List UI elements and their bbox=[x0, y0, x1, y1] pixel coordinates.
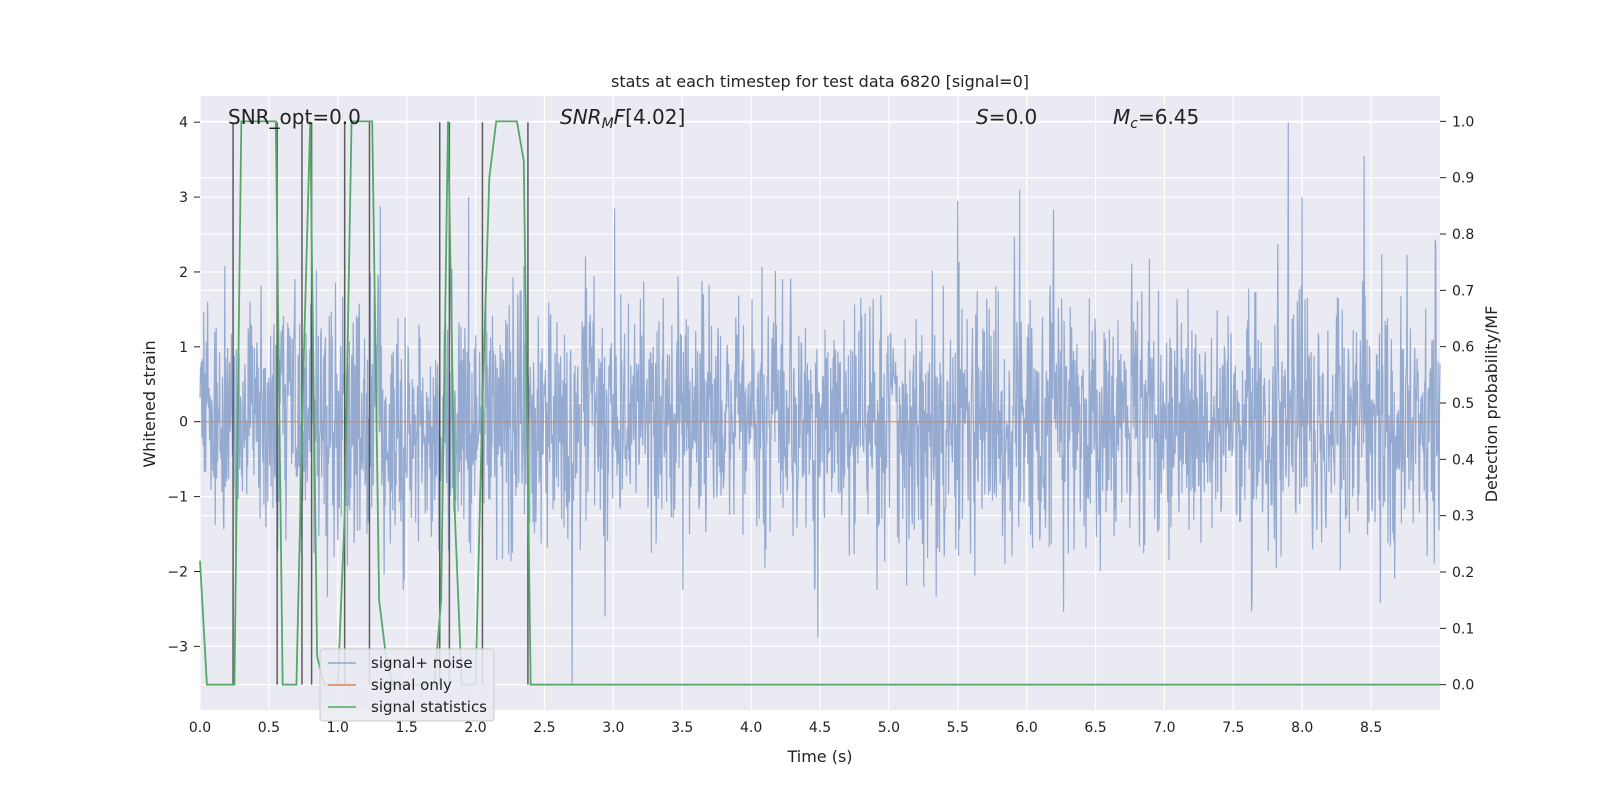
annotation-snr-mf: SNRMF[4.02] bbox=[560, 105, 685, 132]
chart-title: stats at each timestep for test data 682… bbox=[611, 72, 1029, 91]
annotation-mc: Mc=6.45 bbox=[1113, 105, 1199, 132]
legend-label-signal: signal only bbox=[371, 676, 452, 694]
y-right-ticks: 0.0 0.1 0.2 0.3 0.4 0.5 0.6 0.7 0.8 0.9 1.0 bbox=[1440, 114, 1474, 694]
y-axis-label-left: Whitened strain bbox=[140, 340, 159, 467]
y-right-tick-label: 0.8 bbox=[1452, 227, 1474, 243]
x-tick-label: 3.0 bbox=[602, 720, 624, 736]
x-tick-label: 0.5 bbox=[258, 720, 280, 736]
y-left-tick-label: 2 bbox=[179, 265, 188, 281]
series-signal-noise bbox=[199, 122, 1441, 684]
y-axis-label-right: Detection probability/MF bbox=[1482, 306, 1501, 503]
x-tick-label: 6.0 bbox=[1016, 720, 1038, 736]
y-left-tick-label: −3 bbox=[167, 639, 188, 655]
x-tick-label: 2.5 bbox=[533, 720, 555, 736]
legend: signal+ noise signal only signal statist… bbox=[319, 648, 495, 722]
legend-label-stats: signal statistics bbox=[371, 698, 487, 716]
x-tick-label: 8.5 bbox=[1360, 720, 1382, 736]
x-tick-label: 6.5 bbox=[1084, 720, 1106, 736]
x-ticks: 0.0 0.5 1.0 1.5 2.0 2.5 3.0 3.5 4.0 4.5 5.0 5.5 6.0 6… bbox=[189, 720, 1382, 736]
y-right-tick-label: 0.2 bbox=[1452, 565, 1474, 581]
y-right-tick-label: 0.9 bbox=[1452, 171, 1474, 187]
y-left-tick-label: −2 bbox=[167, 564, 188, 580]
x-axis-label: Time (s) bbox=[786, 747, 852, 766]
y-left-tick-label: −1 bbox=[167, 490, 188, 506]
x-tick-label: 2.0 bbox=[464, 720, 486, 736]
legend-label-noise: signal+ noise bbox=[371, 654, 473, 672]
x-tick-label: 1.0 bbox=[327, 720, 349, 736]
x-tick-label: 1.5 bbox=[396, 720, 418, 736]
x-tick-label: 3.5 bbox=[671, 720, 693, 736]
annotation-s-value: =0.0 bbox=[989, 105, 1038, 129]
x-tick-label: 5.5 bbox=[947, 720, 969, 736]
annotation-s: S=0.0 bbox=[976, 105, 1037, 129]
x-tick-label: 5.0 bbox=[878, 720, 900, 736]
x-tick-label: 7.5 bbox=[1222, 720, 1244, 736]
y-right-tick-label: 0.5 bbox=[1452, 396, 1474, 412]
x-tick-label: 4.0 bbox=[740, 720, 762, 736]
y-right-tick-label: 0.7 bbox=[1452, 283, 1474, 299]
annotation-mc-value: =6.45 bbox=[1138, 105, 1199, 129]
y-right-tick-label: 0.3 bbox=[1452, 509, 1474, 525]
x-tick-label: 0.0 bbox=[189, 720, 211, 736]
y-left-ticks: −3 −2 −1 0 1 2 3 4 bbox=[167, 115, 200, 655]
annotation-snr-mf-value: [4.02] bbox=[625, 105, 685, 129]
annotation-snr-opt: SNR_opt=0.0 bbox=[228, 105, 361, 129]
x-tick-label: 7.0 bbox=[1153, 720, 1175, 736]
x-tick-label: 4.5 bbox=[809, 720, 831, 736]
y-left-tick-label: 4 bbox=[179, 115, 188, 131]
y-right-tick-label: 0.4 bbox=[1452, 452, 1474, 468]
legend-box bbox=[319, 648, 495, 722]
noise-layer bbox=[199, 122, 1441, 684]
x-tick-label: 8.0 bbox=[1291, 720, 1313, 736]
y-left-tick-label: 0 bbox=[179, 415, 188, 431]
y-right-tick-label: 0.1 bbox=[1452, 621, 1474, 637]
y-right-tick-label: 1.0 bbox=[1452, 114, 1474, 130]
y-right-tick-label: 0.6 bbox=[1452, 340, 1474, 356]
y-right-tick-label: 0.0 bbox=[1452, 678, 1474, 694]
y-left-tick-label: 1 bbox=[179, 340, 188, 356]
y-left-tick-label: 3 bbox=[179, 190, 188, 206]
